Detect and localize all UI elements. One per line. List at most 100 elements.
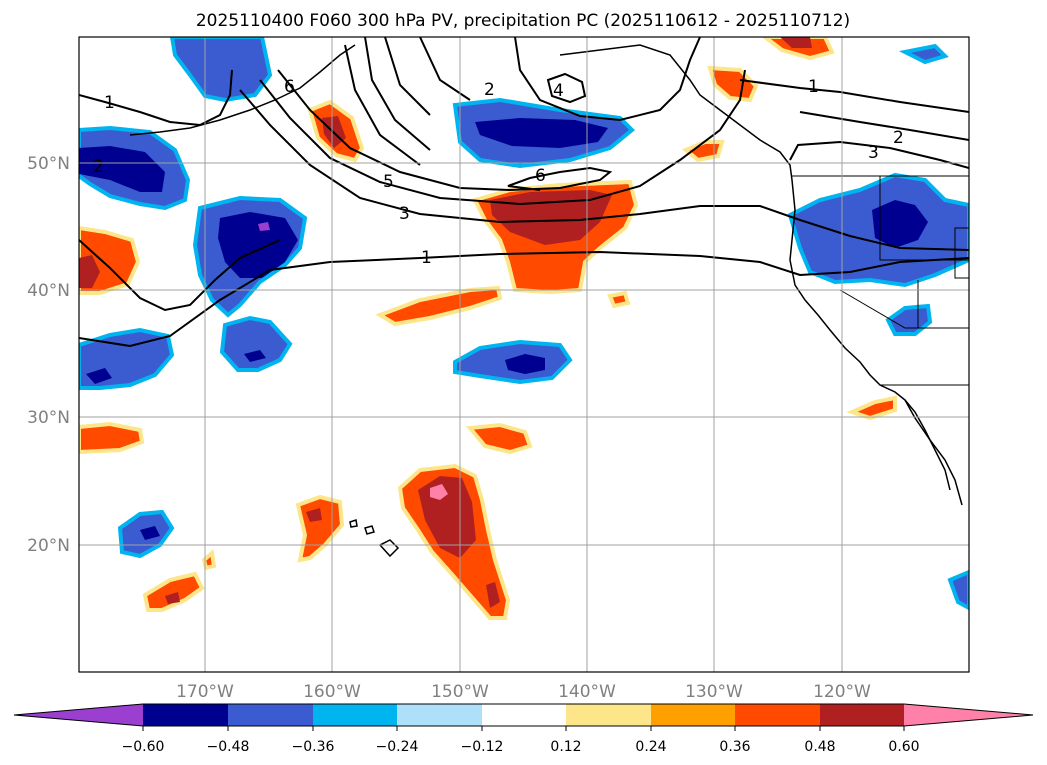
coastlines: [129, 44, 963, 558]
contour-label: 2: [893, 128, 904, 148]
figure-title: 2025110400 F060 300 hPa PV, precipitatio…: [196, 11, 850, 31]
pos-core-north-60n: [780, 37, 812, 48]
pv-contour-6: [277, 69, 613, 192]
pos-core-west-42n: [79, 255, 100, 288]
lon-tick-label: 130°W: [685, 682, 743, 702]
colorbar-segment: [313, 704, 397, 726]
contour-label: 1: [104, 93, 115, 113]
map-frame: [78, 36, 970, 673]
pv-contour-ridge-2: [384, 37, 431, 116]
lon-tick-labels: 170°W 160°W 150°W 140°W 130°W 120°W: [176, 682, 871, 702]
neg-core-central-36n: [505, 354, 545, 374]
pv-contour-1-west: [79, 69, 233, 127]
coast-baja: [904, 399, 951, 491]
pos-region-sw-15n: [142, 571, 205, 612]
contour-label: 4: [553, 81, 564, 101]
lon-tick-label: 160°W: [303, 682, 361, 702]
pos-region-small-39n: [607, 290, 631, 309]
colorbar-segment: [735, 704, 820, 726]
coast-aleutians: [129, 44, 356, 136]
colorbar-segment: [482, 704, 566, 726]
lat-tick-labels: 50°N 40°N 30°N 20°N: [27, 154, 70, 556]
contour-label: 3: [399, 204, 410, 224]
coast-alaska-panhandle: [559, 44, 793, 181]
pos-core-hawaii-tail: [486, 582, 500, 608]
colorbar-tick-label: 0.48: [804, 739, 835, 755]
border-state-2: [839, 289, 969, 329]
pv-contour-2-ne: [799, 111, 969, 141]
neg-core-subtrop-west: [140, 526, 160, 540]
neg-extreme-central-45n: [258, 222, 270, 231]
lon-tick-label: 120°W: [813, 682, 871, 702]
coast-hawaii-2: [364, 525, 375, 535]
colorbar-extend-max: [904, 704, 1033, 726]
negative-precip-cores: [79, 118, 928, 540]
pv-contour-ridge-4: [344, 44, 421, 166]
pv-contour-3-ne: [789, 140, 969, 169]
contour-label: 2: [93, 157, 104, 177]
pv-contour-2-alaska: [514, 37, 701, 122]
neg-core-central-45n: [218, 212, 298, 278]
colorbar-tick-label: −0.36: [292, 739, 335, 755]
colorbar-tick-label: −0.24: [376, 739, 419, 755]
lat-tick-label: 20°N: [27, 536, 70, 556]
colorbar-segment: [397, 704, 482, 726]
lon-tick-label: 170°W: [176, 682, 234, 702]
neg-region-nw-corner: [169, 37, 273, 103]
contour-label: 5: [383, 172, 394, 192]
colorbar-segment: [566, 704, 651, 726]
pos-region-streak-39n: [375, 285, 503, 327]
colorbar: −0.60 −0.48 −0.36 −0.24 −0.12 0.12 0.24 …: [13, 703, 1034, 755]
contour-label: 1: [421, 248, 432, 268]
lat-tick-label: 40°N: [27, 281, 70, 301]
pv-contour-1-main: [79, 250, 969, 348]
neg-core-blob-37n: [244, 350, 266, 362]
political-borders: [792, 175, 969, 386]
pos-extreme-hawaii: [430, 484, 448, 500]
contour-label: 1: [808, 77, 819, 97]
coast-hawaii-1: [378, 539, 400, 558]
lon-tick-label: 140°W: [558, 682, 616, 702]
colorbar-segment: [143, 704, 228, 726]
pos-core-sw-15n: [165, 592, 180, 604]
neg-core-west-35n: [86, 368, 112, 384]
contour-label: 6: [535, 166, 546, 186]
colorbar-segment: [651, 704, 735, 726]
colorbar-tick-label: −0.60: [122, 739, 165, 755]
pv-contour-1-ne: [739, 79, 969, 113]
neg-core-west-50n: [79, 146, 165, 192]
neg-region-ne-small: [898, 43, 949, 65]
colorbar-tick-label: 0.24: [635, 739, 666, 755]
pv-contour-ridge-3: [364, 37, 431, 151]
colorbar-ticks: [142, 726, 905, 731]
neg-region-east-15n: [947, 569, 969, 611]
colorbar-tick-label: 0.36: [719, 739, 750, 755]
border-state-4: [954, 227, 969, 279]
coast-hawaii-3: [349, 519, 358, 528]
lat-tick-label: 50°N: [27, 154, 70, 174]
colorbar-extend-min: [14, 704, 143, 726]
colorbar-tick-label: −0.48: [207, 739, 250, 755]
colorbar-tick-labels: −0.60 −0.48 −0.36 −0.24 −0.12 0.12 0.24 …: [122, 739, 920, 755]
neg-region-blob-37n: [219, 315, 293, 372]
colorbar-segment: [228, 704, 313, 726]
neg-core-pnw: [872, 200, 928, 248]
pv-contour-4-loop: [546, 72, 587, 104]
colorbar-tick-label: 0.12: [550, 739, 581, 755]
lat-tick-label: 30°N: [27, 408, 70, 428]
pos-region-west-30n: [79, 421, 145, 455]
contour-label: 2: [484, 80, 495, 100]
contour-label: 3: [868, 143, 879, 163]
colorbar-segment: [820, 704, 904, 726]
gridlines: [79, 37, 969, 672]
pos-core-hawaii-w: [306, 508, 322, 522]
neg-region-socal: [885, 303, 933, 336]
lon-tick-label: 150°W: [431, 682, 489, 702]
pv-contour-labels: 1 2 6 4 1 2 3 5 3 6 1 2: [93, 77, 904, 268]
pv-contour-5: [259, 69, 746, 206]
colorbar-tick-label: 0.60: [888, 739, 919, 755]
map-panel: 1 2 6 4 1 2 3 5 3 6 1 2: [27, 36, 970, 702]
pv-contour-2-lower: [79, 239, 281, 312]
neg-core-gulf-alaska: [475, 118, 608, 148]
